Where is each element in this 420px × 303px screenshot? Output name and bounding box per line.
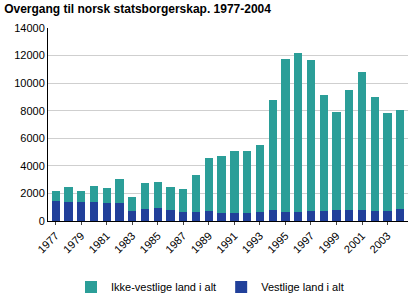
svg-text:1985: 1985: [137, 230, 163, 256]
svg-text:1989: 1989: [188, 230, 214, 256]
svg-text:1997: 1997: [290, 230, 316, 256]
svg-text:1999: 1999: [316, 230, 342, 256]
svg-text:6000: 6000: [20, 132, 44, 144]
svg-text:2003: 2003: [367, 230, 393, 256]
svg-text:1979: 1979: [61, 230, 87, 256]
svg-text:1993: 1993: [239, 230, 265, 256]
svg-text:1991: 1991: [214, 230, 240, 256]
svg-text:12000: 12000: [14, 49, 45, 61]
svg-text:1987: 1987: [163, 230, 189, 256]
svg-text:2000: 2000: [20, 187, 44, 199]
svg-text:Ikke-vestlige land i alt: Ikke-vestlige land i alt: [111, 281, 216, 293]
svg-text:4000: 4000: [20, 160, 44, 172]
svg-text:Vestlige land i alt: Vestlige land i alt: [261, 281, 344, 293]
svg-text:14000: 14000: [14, 22, 45, 34]
svg-text:8000: 8000: [20, 105, 44, 117]
svg-text:10000: 10000: [14, 77, 45, 89]
svg-text:2001: 2001: [342, 230, 368, 256]
svg-text:Overgang til norsk statsborger: Overgang til norsk statsborgerskap. 1977…: [4, 2, 271, 16]
svg-text:1981: 1981: [86, 230, 112, 256]
svg-text:0: 0: [39, 215, 45, 227]
svg-text:1995: 1995: [265, 230, 291, 256]
svg-text:1977: 1977: [35, 230, 61, 256]
svg-text:1983: 1983: [112, 230, 138, 256]
